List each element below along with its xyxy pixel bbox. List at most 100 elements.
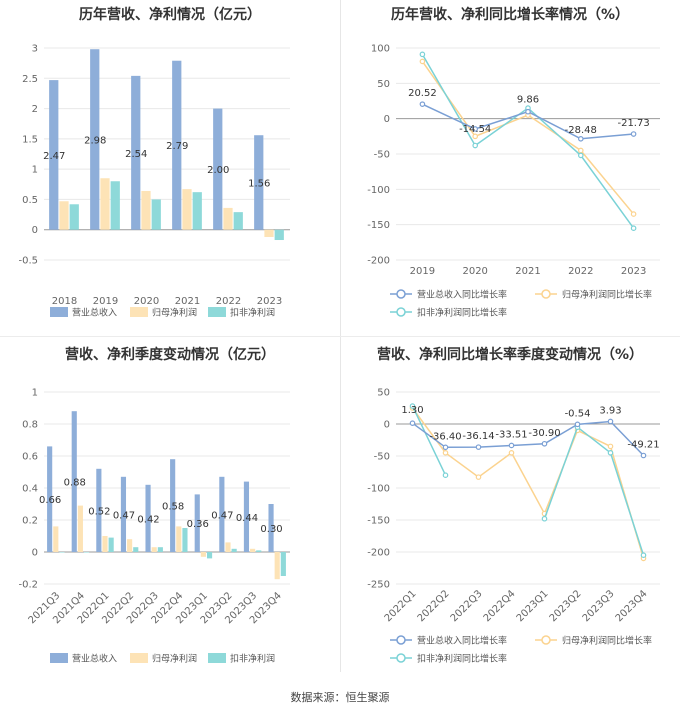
data-point bbox=[630, 211, 637, 217]
bar-deducted-profit bbox=[182, 528, 188, 552]
data-point bbox=[525, 108, 531, 115]
bar-value-label: 0.42 bbox=[137, 514, 159, 525]
y-tick-label: -100 bbox=[367, 484, 390, 495]
x-tick-label: 2023Q4 bbox=[614, 588, 650, 624]
y-tick-label: -150 bbox=[367, 516, 390, 527]
legend-swatch-marker bbox=[396, 289, 406, 299]
bar-deducted-profit bbox=[83, 552, 90, 553]
data-point bbox=[541, 515, 548, 522]
y-tick-label: 50 bbox=[377, 79, 390, 90]
legend-swatch-marker bbox=[396, 307, 406, 317]
legend-swatch-marker bbox=[541, 635, 551, 645]
bar-net-profit bbox=[102, 536, 108, 552]
bar-value-label: 0.52 bbox=[88, 506, 110, 517]
data-point bbox=[475, 474, 482, 480]
legend-swatch-marker bbox=[541, 289, 551, 299]
bar-net-profit bbox=[182, 189, 192, 230]
data-point bbox=[508, 450, 515, 456]
x-tick-label: 2022 bbox=[216, 296, 241, 307]
y-tick-label: 1 bbox=[32, 388, 38, 399]
x-tick-label: 2023 bbox=[621, 266, 646, 277]
y-tick-label: 1.5 bbox=[22, 134, 38, 145]
bar-value-label: 2.47 bbox=[43, 151, 65, 162]
data-point bbox=[607, 443, 614, 450]
legend-label: 归母净利润 bbox=[152, 307, 197, 319]
bar-net-profit bbox=[77, 505, 83, 552]
bar-revenue bbox=[90, 49, 100, 230]
bar-net-profit bbox=[264, 229, 274, 237]
legend-label: 扣非净利润同比增长率 bbox=[417, 653, 507, 665]
annual-growth-panel: 历年营收、净利同比增长率情况（%） -200 -150 -100 -50 0 50 100 2… bbox=[340, 0, 680, 340]
data-value-label: -21.73 bbox=[617, 118, 649, 129]
bar-value-label: 0.47 bbox=[113, 510, 135, 521]
bar-deducted-profit bbox=[157, 547, 163, 552]
bar-revenue bbox=[219, 476, 225, 552]
data-point bbox=[419, 58, 426, 65]
bar-revenue bbox=[243, 481, 250, 552]
bar-value-label: 0.30 bbox=[260, 524, 282, 535]
bar-net-profit bbox=[53, 526, 59, 552]
bar-net-profit bbox=[141, 190, 151, 230]
bar-net-profit bbox=[223, 207, 233, 230]
data-point bbox=[442, 444, 449, 451]
x-tick-label: 2018 bbox=[52, 296, 77, 307]
data-point bbox=[472, 142, 479, 149]
series-line-revenue-growth bbox=[412, 420, 645, 457]
x-tick-label: 2020 bbox=[134, 296, 159, 307]
annual-revenue-profit-panel: 历年营收、净利情况（亿元） -0.5 0 0.5 1 1.5 2 2.5 3 2018 2019 2… bbox=[0, 0, 340, 340]
series-line-net-profit-growth bbox=[421, 60, 635, 215]
y-tick-label: -50 bbox=[374, 452, 390, 463]
bar-value-label: 0.36 bbox=[187, 519, 209, 530]
x-tick-label: 2023 bbox=[257, 296, 282, 307]
bar-net-profit bbox=[225, 542, 231, 552]
legend-label: 营业总收入 bbox=[72, 653, 117, 665]
x-tick-label: 2021 bbox=[515, 266, 540, 277]
y-tick-label: 100 bbox=[371, 44, 390, 55]
legend-label: 营业总收入同比增长率 bbox=[417, 289, 507, 301]
x-tick-label: 2022Q3 bbox=[449, 588, 485, 624]
y-tick-label: -200 bbox=[367, 548, 390, 559]
bar-net-profit bbox=[250, 548, 256, 552]
data-value-label: 20.52 bbox=[408, 88, 437, 99]
bar-net-profit bbox=[127, 539, 133, 552]
bar-value-label: 0.47 bbox=[211, 510, 233, 521]
legend-swatch-marker bbox=[396, 635, 406, 645]
x-tick-label: 2021 bbox=[175, 296, 200, 307]
y-tick-label: 3 bbox=[32, 44, 38, 55]
y-tick-label: 0 bbox=[384, 420, 390, 431]
bar-net-profit bbox=[59, 201, 69, 230]
y-tick-label: 1 bbox=[32, 165, 38, 176]
bar-deducted-profit bbox=[69, 204, 79, 230]
data-point bbox=[640, 452, 647, 459]
y-tick-label: 50 bbox=[377, 388, 390, 399]
bar-revenue bbox=[131, 75, 141, 230]
x-tick-label: 2019 bbox=[410, 266, 435, 277]
bar-revenue bbox=[49, 80, 59, 230]
x-tick-label: 2022Q4 bbox=[482, 588, 518, 624]
x-tick-label: 2022 bbox=[568, 266, 593, 277]
legend-swatch bbox=[50, 307, 68, 317]
bar-revenue bbox=[194, 494, 200, 552]
bar-value-label: 1.56 bbox=[248, 178, 270, 189]
data-point bbox=[574, 421, 581, 428]
annual-bar-chart: -0.5 0 0.5 1 1.5 2 2.5 3 2018 2019 2020 2021 2022 202… bbox=[18, 44, 290, 319]
bar-revenue bbox=[170, 459, 176, 552]
data-point bbox=[442, 472, 449, 479]
bar-deducted-profit bbox=[206, 552, 213, 559]
x-tick-label: 2023Q1 bbox=[515, 588, 551, 624]
bar-revenue bbox=[47, 446, 53, 552]
legend-label: 营业总收入 bbox=[72, 307, 117, 319]
bar-revenue bbox=[145, 484, 151, 552]
x-tick-label: 2023Q3 bbox=[581, 588, 617, 624]
data-point bbox=[475, 444, 482, 450]
y-tick-label: -200 bbox=[367, 256, 390, 267]
legend-label: 扣非净利润 bbox=[230, 307, 275, 319]
legend-swatch bbox=[50, 653, 68, 663]
quarterly-revenue-profit-panel: 营收、净利季度变动情况（亿元） -0.2 0 0.2 0.4 0.6 0.8 1 2021Q3… bbox=[0, 340, 340, 680]
data-source: 数据来源：恒生聚源 bbox=[290, 691, 390, 704]
y-tick-label: 0.5 bbox=[22, 195, 38, 206]
data-point bbox=[472, 133, 479, 140]
x-tick-label: 2022Q2 bbox=[416, 588, 452, 624]
quarterly-bar-chart: -0.200.20.40.60.812021Q32021Q42022Q12022… bbox=[18, 388, 290, 665]
bar-value-label: 2.54 bbox=[125, 149, 147, 160]
